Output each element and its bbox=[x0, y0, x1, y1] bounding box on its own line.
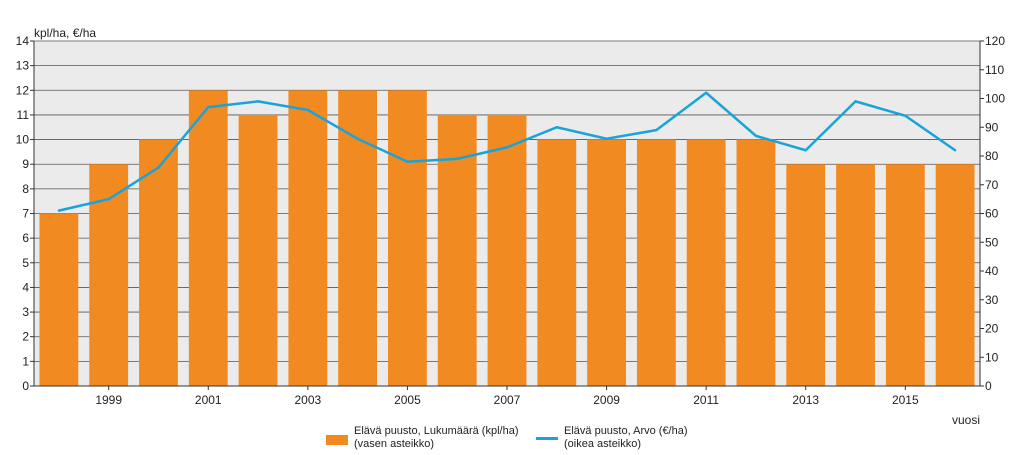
line-point bbox=[904, 114, 907, 117]
legend: Elävä puusto, Lukumäärä (kpl/ha) (vasen … bbox=[0, 425, 1024, 455]
y-right-tick-label: 120 bbox=[985, 34, 1005, 48]
bar bbox=[388, 90, 427, 387]
y-left-tick-label: 14 bbox=[16, 34, 30, 48]
x-axis-title: vuosi bbox=[952, 413, 980, 425]
y-right-tick-label: 10 bbox=[985, 350, 999, 364]
y-left-tick-label: 6 bbox=[22, 231, 29, 245]
y-left-tick-label: 0 bbox=[22, 379, 29, 393]
legend-label-bars: Elävä puusto, Lukumäärä (kpl/ha) bbox=[354, 425, 519, 437]
bar bbox=[636, 139, 676, 386]
x-tick-label: 2005 bbox=[394, 393, 421, 407]
bar bbox=[935, 164, 975, 386]
y-left-tick-label: 3 bbox=[22, 305, 29, 319]
legend-sublabel-bars: (vasen asteikko) bbox=[354, 438, 435, 450]
line-point bbox=[406, 160, 409, 163]
line-point bbox=[953, 149, 957, 152]
bar bbox=[288, 90, 328, 387]
x-tick-label: 2011 bbox=[693, 393, 719, 407]
line-series bbox=[57, 91, 957, 212]
bar bbox=[39, 213, 79, 386]
legend-text-bars: Elävä puusto, Lukumäärä (kpl/ha) (vasen … bbox=[354, 425, 518, 451]
bar bbox=[188, 90, 228, 387]
y-right-tick-label: 100 bbox=[985, 92, 1005, 106]
y-right-tick-label: 60 bbox=[985, 207, 999, 221]
y-left-tick-label: 11 bbox=[17, 108, 30, 122]
line-point bbox=[605, 137, 608, 140]
x-tick-label: 2013 bbox=[792, 393, 819, 407]
line-point bbox=[854, 100, 857, 103]
line-point bbox=[107, 197, 110, 201]
legend-swatch-line bbox=[536, 437, 558, 440]
legend-item-line: Elävä puusto, Arvo (€/ha) (oikea asteikk… bbox=[536, 425, 688, 451]
legend-sublabel-line: (oikea asteikko) bbox=[564, 438, 642, 450]
y-left-tick-label: 12 bbox=[16, 83, 30, 97]
x-tick-label: 2009 bbox=[593, 393, 620, 407]
y-right-tick-label: 70 bbox=[985, 178, 999, 192]
x-tick-label: 2007 bbox=[494, 393, 521, 407]
line-point bbox=[655, 128, 658, 132]
y-left-tick-label: 1 bbox=[22, 354, 29, 368]
bar bbox=[686, 139, 726, 386]
legend-text-line: Elävä puusto, Arvo (€/ha) (oikea asteikk… bbox=[564, 425, 688, 451]
legend-item-bars: Elävä puusto, Lukumäärä (kpl/ha) (vasen … bbox=[326, 425, 518, 451]
line-point bbox=[754, 134, 758, 138]
line-point bbox=[555, 126, 558, 129]
bar bbox=[836, 164, 875, 386]
x-tick-label: 2015 bbox=[892, 393, 919, 407]
bar bbox=[736, 139, 776, 386]
y-left-tick-label: 5 bbox=[22, 256, 29, 270]
line-point bbox=[256, 100, 260, 103]
bar bbox=[537, 139, 577, 386]
line-point bbox=[456, 157, 459, 161]
y-left-tick-label: 4 bbox=[22, 280, 29, 294]
line-point bbox=[704, 91, 708, 94]
legend-label-line: Elävä puusto, Arvo (€/ha) bbox=[564, 425, 688, 437]
bar bbox=[139, 139, 178, 386]
x-axis: 1999 2001 2003 2005 2007 2009 2011 2013 2015 bbox=[34, 385, 980, 407]
line-point bbox=[306, 108, 310, 112]
y-axis-left-title: kpl/ha, €/ha bbox=[34, 26, 96, 40]
bar bbox=[338, 90, 378, 387]
bar bbox=[786, 164, 826, 386]
legend-swatch-bars bbox=[326, 435, 348, 445]
y-right-tick-label: 20 bbox=[985, 322, 999, 336]
y-right-tick-label: 110 bbox=[985, 63, 1004, 77]
line-point bbox=[157, 166, 160, 169]
y-right-tick-label: 90 bbox=[985, 120, 999, 134]
y-right-tick-label: 80 bbox=[985, 149, 999, 163]
y-left-tick-label: 13 bbox=[16, 59, 30, 73]
x-tick-label: 1999 bbox=[95, 393, 122, 407]
bar bbox=[238, 114, 278, 386]
line-point bbox=[804, 149, 807, 152]
y-left-tick-label: 7 bbox=[22, 207, 29, 221]
y-right-tick-label: 30 bbox=[985, 293, 999, 307]
y-axis-right: 0 10 20 30 40 50 60 70 80 90 100 110 120 bbox=[979, 34, 1005, 393]
bars bbox=[39, 90, 975, 387]
line-point bbox=[57, 209, 61, 212]
bar bbox=[487, 114, 527, 386]
y-left-tick-label: 2 bbox=[22, 330, 29, 344]
bar bbox=[89, 164, 129, 386]
x-tick-label: 2001 bbox=[195, 393, 222, 407]
y-left-tick-label: 10 bbox=[16, 133, 30, 147]
y-left-tick-label: 8 bbox=[22, 182, 29, 196]
x-tick-label: 2003 bbox=[294, 393, 321, 407]
y-right-tick-label: 50 bbox=[985, 235, 999, 249]
line-point bbox=[356, 137, 359, 140]
y-right-tick-label: 40 bbox=[985, 264, 999, 278]
bar bbox=[885, 164, 925, 386]
y-right-tick-label: 0 bbox=[985, 379, 992, 393]
bar bbox=[587, 139, 626, 386]
line-point bbox=[207, 105, 210, 109]
y-left-tick-label: 9 bbox=[22, 157, 29, 171]
line-point bbox=[505, 146, 509, 149]
